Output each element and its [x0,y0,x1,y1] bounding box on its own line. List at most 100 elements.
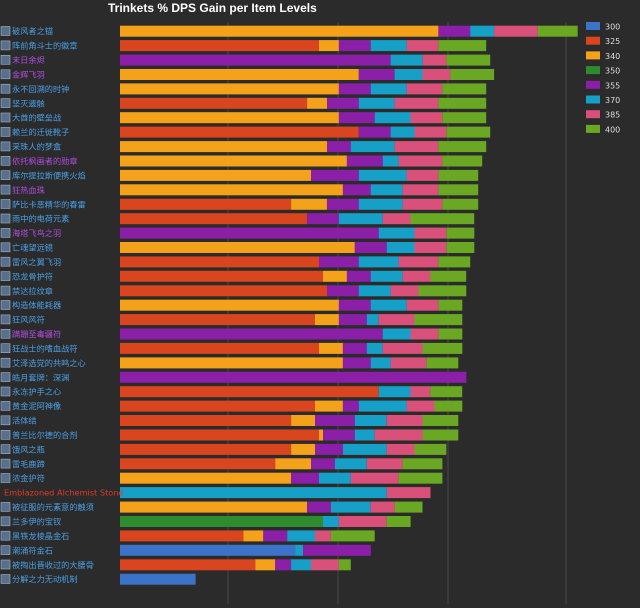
bar-row [120,472,443,484]
bar-row [120,544,371,556]
bar-segment-340 [120,242,355,253]
trinket-icon [0,141,11,152]
bar-segment-325 [120,126,359,138]
bar-segment-355 [338,299,371,311]
bar-segment-400 [402,458,443,470]
bar-segment-340 [120,69,359,80]
chart-title: Trinkets % DPS Gain per Item Levels [108,1,317,15]
bar-segment-340 [319,40,339,52]
bar-segment-370 [394,69,423,80]
legend: 300 325 340 350 355 370 385 400 [586,22,620,134]
bar-segment-385 [382,213,411,225]
bar-segment-400 [430,270,467,282]
bar-row [120,169,479,181]
trinket-icon [0,98,11,108]
category-label: 雷风之翼飞羽 [12,257,61,267]
category-label: 禁达拉纹章 [12,286,53,296]
bar-segment-370 [370,83,407,95]
category-label: 破风者之锚 [12,26,53,36]
bar-row [120,256,471,268]
trinket-icon [0,69,11,80]
bar-segment-400 [422,415,459,426]
bar-segment-385 [386,487,431,499]
bar-segment-385 [398,256,439,268]
bar-row [120,141,487,153]
bar-segment-355 [275,559,292,571]
bar-row [120,573,196,585]
bar-segment-340 [120,141,327,153]
category-label: 被掏出晋收过的大腰骨 [12,560,94,570]
bar-segment-370 [358,97,395,109]
bar-segment-370 [374,112,411,124]
bar-segment-340 [243,530,264,542]
trinket-icon [0,415,11,426]
bar-segment-400 [438,141,487,153]
bar-segment-340 [255,559,276,571]
bar-segment-400 [442,112,487,124]
bar-segment-370 [350,141,395,153]
bar-segment-370 [386,242,415,253]
bar-segment-385 [402,184,439,196]
category-label: 坚灭遗骸 [12,98,45,108]
bar-segment-385 [410,112,443,124]
bar-segment-370 [366,314,379,326]
bar-segment-400 [446,126,491,138]
trinket-icon [0,40,11,51]
category-label: 依托枫画者的勋章 [12,156,78,166]
bar-segment-400 [430,386,463,398]
bar-row [120,314,463,326]
category-label: 雨中的电荷元素 [12,214,69,224]
trinket-icon [0,83,11,94]
bar-segment-325 [120,342,319,354]
bar-segment-325 [120,256,319,268]
legend-swatch-370 [586,95,600,104]
bar-segment-385 [390,357,427,369]
trinket-icon [0,256,11,267]
bar-segment-355 [338,83,371,95]
bar-segment-385 [398,155,443,167]
bar-segment-400 [426,357,459,369]
bar-segment-400 [446,227,475,239]
bar-segment-300 [120,544,296,556]
legend-swatch-400 [586,124,600,133]
bar-segment-340 [315,400,343,412]
bar-segment-325 [120,314,315,326]
bar-segment-355 [263,530,288,542]
bar-row [120,458,443,470]
category-label: 永冻护手之心 [12,387,61,397]
legend-swatch-385 [586,110,600,119]
category-label: 狂战士的嗜血战符 [12,343,78,353]
bar-row [120,371,467,383]
bar-segment-340 [307,97,327,109]
trinket-icon [0,242,11,253]
bar-row [120,342,463,354]
bar-segment-385 [386,415,423,426]
trinket-icon [0,401,11,411]
bar-segment-355 [342,357,371,369]
bar-row [120,242,475,253]
trinket-icon [0,545,11,555]
bar-segment-355 [291,472,319,484]
trinket-icon [0,458,11,469]
bar-segment-370 [390,126,415,138]
legend-label-300: 300 [605,23,620,32]
bar-segment-370 [370,184,403,196]
trinket-icon [0,271,11,281]
bar-row [120,443,447,455]
trinket-icon [0,502,11,512]
bar-row [120,285,467,297]
bar-segment-400 [410,213,475,225]
category-label: 构造体能耗器 [12,300,61,310]
bar-segment-340 [120,501,308,513]
bar-segment-385 [406,400,435,412]
bar-row [120,213,475,225]
bar-row [120,299,463,311]
bar-segment-370 [358,256,399,268]
bar-segment-370 [470,25,495,37]
bar-segment-370 [338,213,383,225]
bar-segment-355 [311,169,359,181]
bar-segment-325 [120,386,379,398]
bar-segment-400 [330,530,375,542]
bar-segment-355 [327,285,359,297]
category-label: 黑铁龙棱晶金石 [12,531,69,541]
